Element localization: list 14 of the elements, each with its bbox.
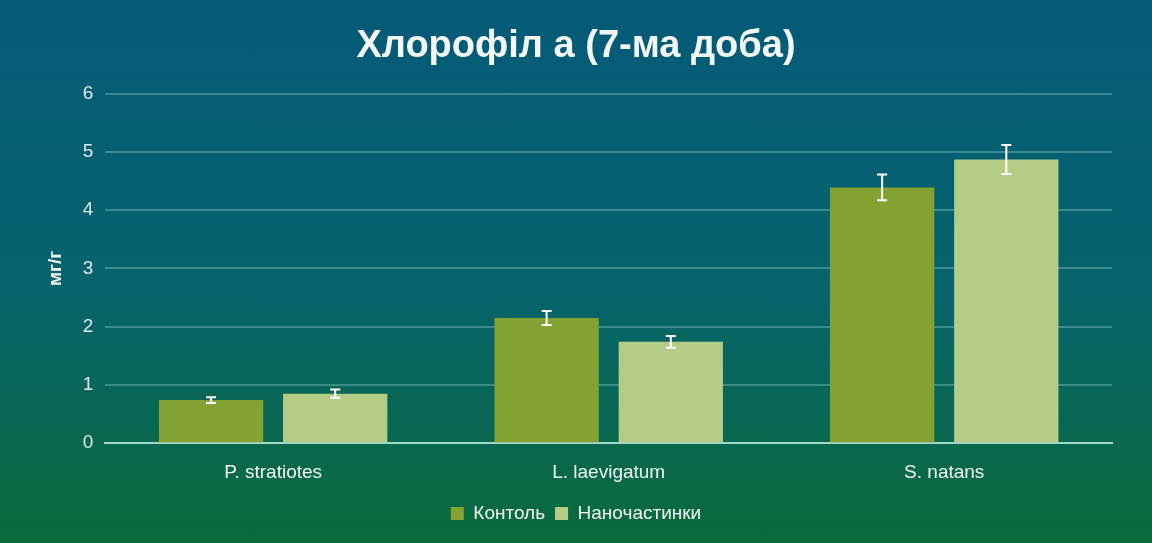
- legend-label: Наночастинки: [577, 501, 702, 523]
- x-tick-label: S. natans: [904, 460, 985, 482]
- x-tick-label: L. laevigatum: [552, 460, 666, 482]
- y-tick-label: 0: [82, 431, 94, 453]
- y-tick-label: 5: [82, 140, 94, 162]
- y-axis-title: мг/г: [43, 250, 65, 286]
- y-tick-label: 1: [82, 373, 94, 395]
- y-tick-label: 6: [82, 81, 94, 103]
- y-tick-label: 4: [82, 198, 94, 220]
- y-tick-label: 2: [82, 314, 94, 336]
- chart-title: Хлорофіл а (7-ма доба): [356, 23, 796, 66]
- legend-label: Контоль: [473, 501, 546, 523]
- y-tick-label: 3: [82, 256, 94, 278]
- x-tick-label: P. stratiotes: [224, 460, 323, 482]
